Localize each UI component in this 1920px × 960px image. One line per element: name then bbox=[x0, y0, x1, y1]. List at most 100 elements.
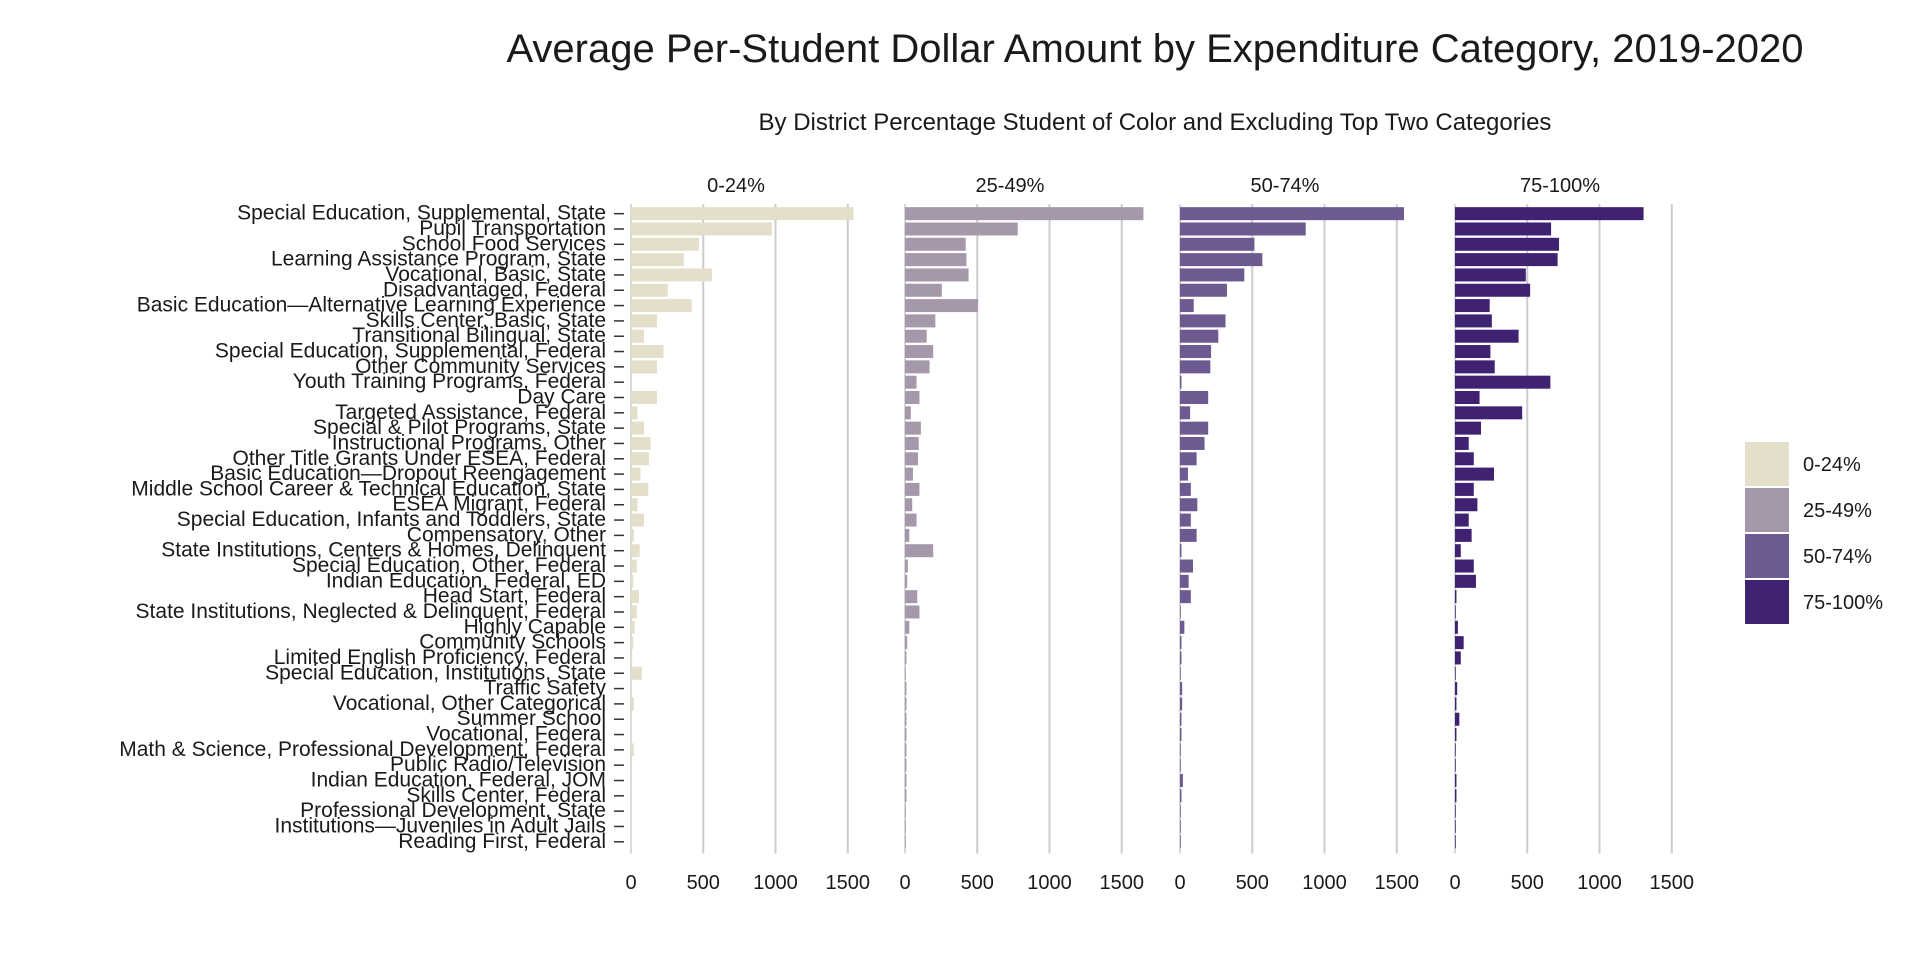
bar bbox=[1180, 421, 1209, 435]
bar bbox=[905, 528, 910, 542]
bar bbox=[1180, 590, 1191, 604]
bar bbox=[1455, 819, 1456, 833]
bar bbox=[1180, 574, 1189, 588]
bar bbox=[905, 482, 920, 496]
bar bbox=[1455, 299, 1490, 313]
panel-header: 25-49% bbox=[976, 175, 1045, 197]
bar bbox=[631, 559, 637, 573]
legend-label: 50-74% bbox=[1803, 546, 1872, 568]
category-label: Professional Development, State bbox=[300, 799, 606, 822]
bar bbox=[1180, 360, 1211, 374]
x-tick-label: 500 bbox=[1236, 872, 1269, 894]
x-tick-label: 500 bbox=[961, 872, 994, 894]
bar bbox=[1180, 222, 1306, 236]
bar bbox=[1180, 819, 1181, 833]
bar bbox=[1180, 682, 1183, 696]
panel-header: 50-74% bbox=[1251, 175, 1320, 197]
bar bbox=[631, 391, 658, 404]
bar bbox=[631, 574, 634, 588]
x-tick-label: 1000 bbox=[1027, 872, 1072, 894]
bar bbox=[1180, 498, 1198, 512]
panels-layer: 0-24% 0 500 1000 1500 25-49% 0 500 1000 1500 50-74… bbox=[625, 175, 1694, 894]
bar bbox=[1455, 314, 1492, 328]
bar bbox=[1455, 375, 1551, 389]
category-label: Vocational, Federal bbox=[426, 723, 606, 746]
category-label: Community Schools bbox=[419, 631, 606, 654]
bar bbox=[1455, 804, 1456, 818]
bar bbox=[631, 712, 632, 726]
x-tick-label: 1500 bbox=[1650, 872, 1695, 894]
legend-swatch bbox=[1745, 442, 1789, 486]
category-label: Youth Training Programs, Federal bbox=[293, 370, 606, 393]
bar bbox=[631, 590, 639, 604]
x-tick-label: 1500 bbox=[1375, 872, 1420, 894]
panel-header: 0-24% bbox=[707, 175, 765, 197]
legend-swatch bbox=[1745, 580, 1789, 624]
bar bbox=[631, 513, 645, 527]
bar bbox=[1455, 835, 1456, 849]
bar bbox=[1455, 697, 1457, 711]
bar bbox=[1455, 636, 1464, 650]
bar bbox=[1180, 712, 1182, 726]
bar bbox=[905, 421, 921, 435]
bar bbox=[1455, 498, 1478, 512]
bar bbox=[1455, 758, 1456, 772]
bar bbox=[631, 421, 645, 435]
bar bbox=[1180, 283, 1227, 297]
x-tick-label: 500 bbox=[687, 872, 720, 894]
category-label: Basic Education—Alternative Learning Exp… bbox=[137, 294, 606, 317]
category-label: Limited English Proficiency, Federal bbox=[274, 646, 606, 669]
bar bbox=[1180, 758, 1181, 772]
bar bbox=[1455, 421, 1482, 435]
category-label: Day Care bbox=[517, 386, 606, 409]
category-label: Other Title Grants Under ESEA, Federal bbox=[233, 447, 607, 470]
bar bbox=[1180, 436, 1205, 450]
legend-label: 25-49% bbox=[1803, 500, 1872, 522]
bar bbox=[1455, 329, 1519, 343]
x-tick-label: 1500 bbox=[826, 872, 871, 894]
x-tick-label: 0 bbox=[1449, 872, 1460, 894]
x-tick-label: 0 bbox=[1174, 872, 1185, 894]
bar bbox=[1180, 268, 1245, 282]
category-label: Special Education, Institutions, State bbox=[265, 661, 606, 684]
category-label: Head Start, Federal bbox=[423, 585, 606, 608]
bar bbox=[1455, 268, 1526, 282]
bar bbox=[1455, 605, 1456, 619]
bar bbox=[1180, 345, 1212, 359]
bar bbox=[1455, 682, 1458, 696]
bar bbox=[1455, 283, 1531, 297]
bar bbox=[1455, 774, 1457, 787]
bar bbox=[905, 467, 913, 481]
category-label: Special & Pilot Programs, State bbox=[313, 416, 606, 439]
bar bbox=[631, 544, 640, 558]
bar bbox=[1180, 804, 1181, 818]
bar bbox=[1180, 253, 1263, 267]
bar bbox=[1180, 636, 1182, 650]
x-tick-label: 1000 bbox=[1302, 872, 1347, 894]
bar bbox=[1180, 697, 1183, 711]
bar bbox=[631, 253, 684, 267]
category-label: Disadvantaged, Federal bbox=[383, 278, 606, 301]
bar bbox=[1180, 299, 1194, 313]
panel-header: 75-100% bbox=[1520, 175, 1600, 197]
category-label: School Food Services bbox=[402, 232, 606, 255]
bar bbox=[631, 682, 632, 696]
bar bbox=[1180, 559, 1194, 573]
bar bbox=[905, 222, 1018, 236]
bar bbox=[631, 666, 642, 680]
category-label: Other Community Services bbox=[355, 355, 606, 378]
bar bbox=[631, 222, 772, 236]
bar bbox=[631, 237, 699, 251]
legend: 0-24% 25-49% 50-74% 75-100% bbox=[1745, 442, 1883, 624]
bar bbox=[905, 574, 908, 588]
bar bbox=[631, 482, 649, 496]
category-label: State Institutions, Centers & Homes, Del… bbox=[161, 539, 606, 562]
bar bbox=[1180, 513, 1191, 527]
bar bbox=[1455, 207, 1644, 221]
category-label: Special Education, Other, Federal bbox=[292, 554, 606, 577]
category-label: Special Education, Infants and Toddlers,… bbox=[177, 508, 606, 531]
bar bbox=[1180, 620, 1185, 634]
bar bbox=[905, 804, 906, 818]
bar bbox=[905, 283, 942, 297]
